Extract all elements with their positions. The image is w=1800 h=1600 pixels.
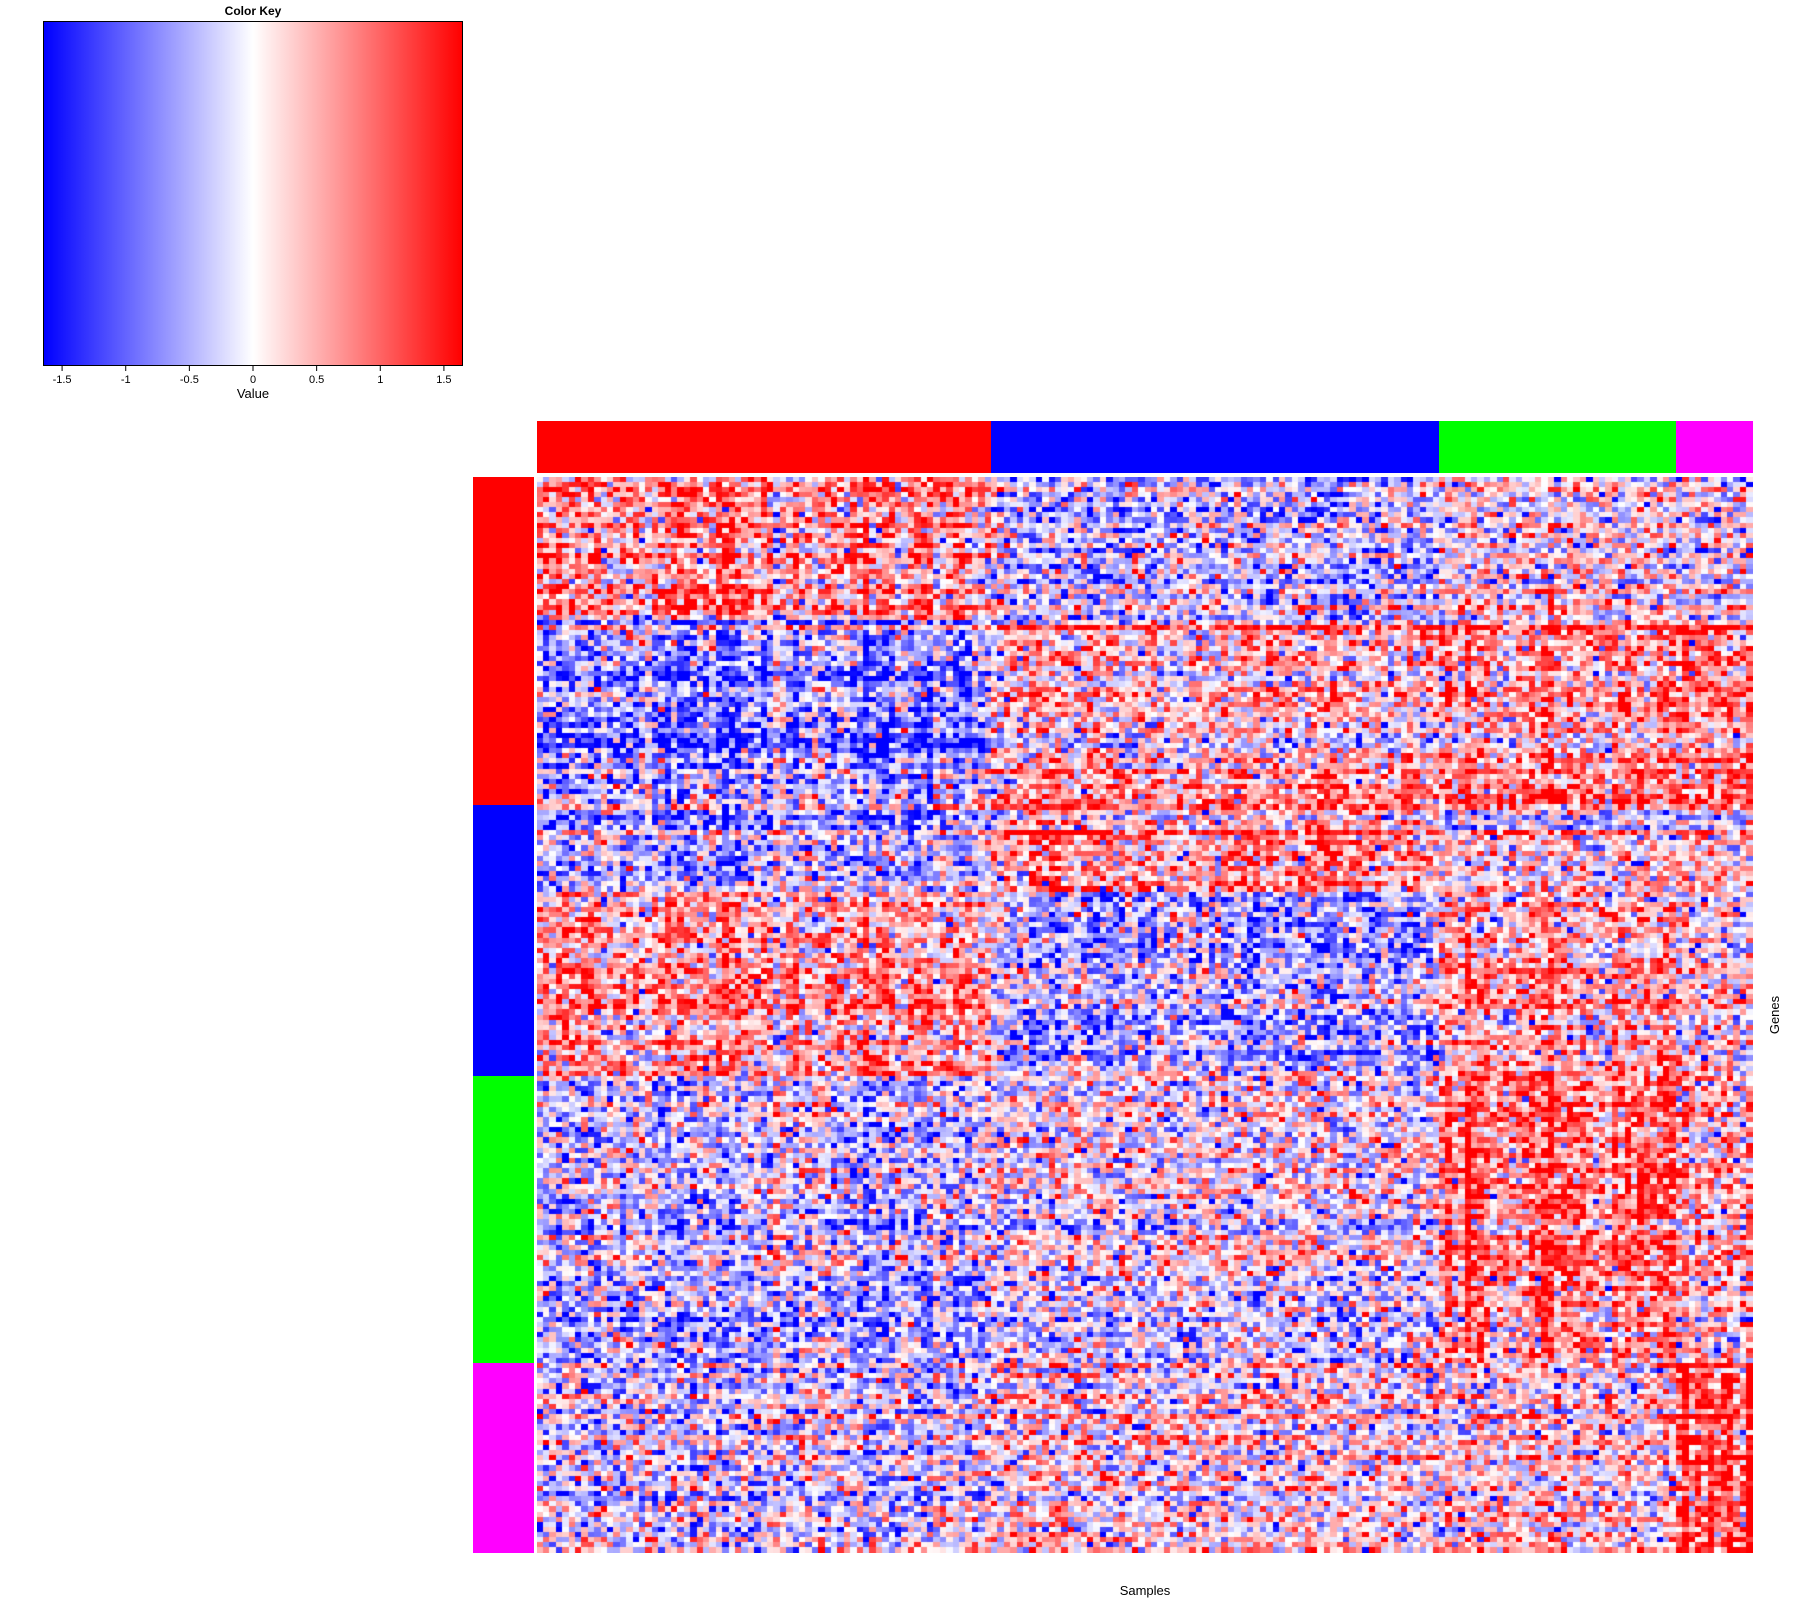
color-key-tick-label: -1 xyxy=(121,374,131,386)
gene-group-blue xyxy=(473,804,534,1077)
x-axis-label: Samples xyxy=(1119,1583,1171,1598)
heatmap-grid xyxy=(537,477,1753,1553)
sample-group-blue xyxy=(991,421,1440,473)
sample-group-magenta xyxy=(1676,421,1753,473)
color-key-tick-label: 0.5 xyxy=(309,374,324,386)
color-key-value-label: Value xyxy=(236,386,270,401)
color-key-gradient xyxy=(43,21,463,366)
y-axis-label: Genes xyxy=(1767,995,1782,1035)
color-key-tick-label: -1.5 xyxy=(53,374,72,386)
sample-group-green xyxy=(1439,421,1677,473)
sample-group-red xyxy=(537,421,992,473)
gene-group-color-bar xyxy=(473,477,534,1553)
color-key-title: Color Key xyxy=(224,4,282,18)
gene-group-green xyxy=(473,1076,534,1364)
color-key-tick-label: 1.5 xyxy=(436,374,451,386)
gene-group-red xyxy=(473,477,534,805)
color-key-tick-label: -0.5 xyxy=(180,374,199,386)
color-key-tick-label: 1 xyxy=(377,374,383,386)
sample-group-color-bar xyxy=(537,421,1753,473)
color-key-axis: -1.5 -1 -0.5 0 0.5 1 1.5 xyxy=(53,366,452,386)
color-key-tick-label: 0 xyxy=(250,374,256,386)
gene-group-magenta xyxy=(473,1363,534,1553)
